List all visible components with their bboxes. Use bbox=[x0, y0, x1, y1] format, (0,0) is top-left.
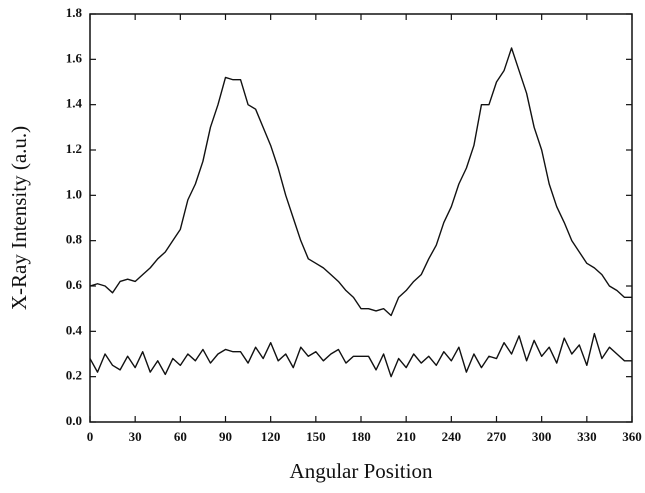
x-tick-label: 120 bbox=[261, 429, 281, 444]
x-tick-label: 330 bbox=[577, 429, 597, 444]
y-tick-label: 0.4 bbox=[66, 322, 83, 337]
y-tick-label: 0.8 bbox=[66, 232, 83, 247]
data-line bbox=[89, 332, 632, 378]
y-tick-label: 1.8 bbox=[66, 5, 83, 20]
y-axis-label: X-Ray Intensity (a.u.) bbox=[7, 126, 31, 310]
y-tick-label: 1.0 bbox=[66, 186, 82, 201]
y-tick-label: 1.4 bbox=[66, 96, 83, 111]
x-tick-label: 210 bbox=[396, 429, 416, 444]
y-tick-label: 1.6 bbox=[66, 50, 83, 65]
x-tick-label: 240 bbox=[442, 429, 462, 444]
x-tick-label: 150 bbox=[306, 429, 326, 444]
x-axis-label: Angular Position bbox=[290, 459, 433, 483]
y-tick-label: 0.6 bbox=[66, 277, 83, 292]
data-line bbox=[89, 47, 632, 317]
x-tick-label: 360 bbox=[622, 429, 642, 444]
x-tick-label: 180 bbox=[351, 429, 371, 444]
y-tick-label: 0.0 bbox=[66, 413, 82, 428]
x-tick-label: 270 bbox=[487, 429, 507, 444]
x-tick-label: 0 bbox=[87, 429, 94, 444]
x-tick-label: 60 bbox=[174, 429, 187, 444]
y-tick-label: 0.2 bbox=[66, 368, 82, 383]
x-tick-label: 90 bbox=[219, 429, 232, 444]
x-tick-label: 300 bbox=[532, 429, 552, 444]
x-tick-label: 30 bbox=[129, 429, 142, 444]
y-tick-label: 1.2 bbox=[66, 141, 82, 156]
